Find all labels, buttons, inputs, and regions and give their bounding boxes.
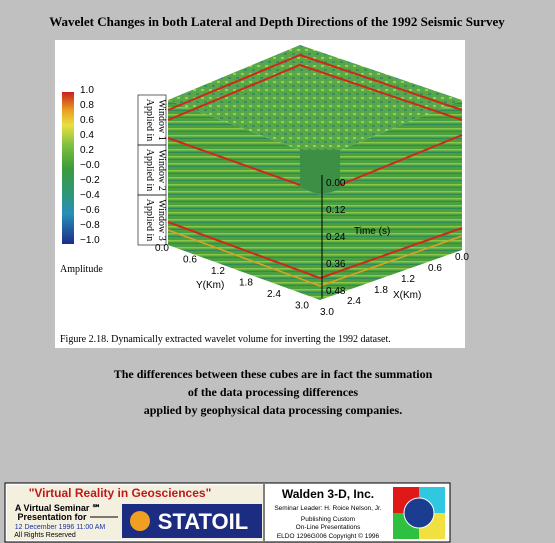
- colorbar-label: −0.6: [80, 205, 100, 216]
- window-label: Applied in: [144, 99, 155, 142]
- footer: "Virtual Reality in Geosciences" A Virtu…: [4, 482, 451, 543]
- colorbar-label: −0.2: [80, 175, 100, 186]
- colorbar-label: −0.8: [80, 220, 100, 231]
- x-label: 2.4: [347, 296, 361, 307]
- colorbar-label: 0.6: [80, 115, 94, 126]
- colorbar-label: 1.0: [80, 85, 94, 96]
- time-label: 0.36: [326, 259, 346, 270]
- x-label: 1.8: [374, 285, 388, 296]
- statoil-logo: [130, 511, 150, 531]
- x-title: X(Km): [393, 290, 421, 301]
- company: Walden 3-D, Inc.: [282, 487, 374, 501]
- y-label: 3.0: [295, 301, 309, 312]
- body-line: applied by geophysical data processing c…: [144, 403, 402, 417]
- window-label: Window 2: [156, 149, 167, 191]
- seminar: A Virtual Seminar ℠: [15, 503, 101, 513]
- x-label: 0.6: [428, 263, 442, 274]
- body-line: The differences between these cubes are …: [114, 367, 433, 381]
- x-label: 3.0: [320, 307, 334, 318]
- horizon: [167, 63, 463, 121]
- y-label: 0.0: [155, 243, 169, 254]
- colorbar-title: Amplitude: [60, 264, 103, 275]
- rights: All Rights Reserved: [14, 532, 76, 539]
- horizon: [167, 229, 463, 287]
- cube-left-face: [168, 100, 320, 300]
- horizon: [339, 134, 463, 186]
- y-label: 0.6: [183, 255, 197, 266]
- window-label: Applied in: [144, 149, 155, 192]
- title: Wavelet Changes in both Lateral and Dept…: [49, 14, 505, 29]
- x-label: 1.2: [401, 274, 415, 285]
- copyright: ELDO 1296G006 Copyright © 1996: [277, 532, 380, 540]
- time-label: 0.48: [326, 286, 346, 297]
- presentation-for: Presentation for: [17, 512, 87, 522]
- window-box: [137, 194, 167, 246]
- colorbar-label: 0.2: [80, 145, 94, 156]
- time-label: 0.24: [326, 232, 346, 243]
- time-title: Time (s): [354, 226, 390, 237]
- cube-notch: [300, 150, 340, 195]
- colorbar: [62, 92, 74, 244]
- client: STATOIL: [158, 509, 248, 534]
- y-label: 1.2: [211, 266, 225, 277]
- colorbar-label: 0.8: [80, 100, 94, 111]
- horizon: [167, 221, 463, 280]
- publishing: Publishing Custom: [301, 516, 355, 523]
- colorbar-label: −1.0: [80, 235, 100, 246]
- time-label: 0.00: [326, 178, 346, 189]
- leader: Seminar Leader: H. Roice Nelson, Jr.: [274, 505, 381, 512]
- publishing: On-Line Presentations: [296, 524, 361, 531]
- y-label: 2.4: [267, 289, 281, 300]
- window-label: Window 1: [156, 99, 167, 141]
- banner-title: "Virtual Reality in Geosciences": [29, 486, 212, 500]
- colorbar-label: 0.4: [80, 130, 94, 141]
- date: 12 December 1996 11:00 AM: [15, 524, 106, 531]
- colorbar-label: −0.0: [80, 160, 100, 171]
- time-label: 0.12: [326, 205, 346, 216]
- window-label: Applied in: [144, 199, 155, 242]
- globe: [403, 497, 435, 529]
- y-title: Y(Km): [196, 280, 224, 291]
- body-line: of the data processing differences: [188, 385, 359, 399]
- y-label: 1.8: [239, 278, 253, 289]
- cube-top-face: [168, 45, 462, 150]
- horizon: [167, 53, 463, 111]
- colorbar-label: −0.4: [80, 190, 100, 201]
- window-label: Window 3: [156, 199, 167, 241]
- horizon: [167, 137, 301, 186]
- caption: Figure 2.18. Dynamically extracted wavel…: [60, 334, 391, 345]
- x-label: 0.0: [455, 252, 469, 263]
